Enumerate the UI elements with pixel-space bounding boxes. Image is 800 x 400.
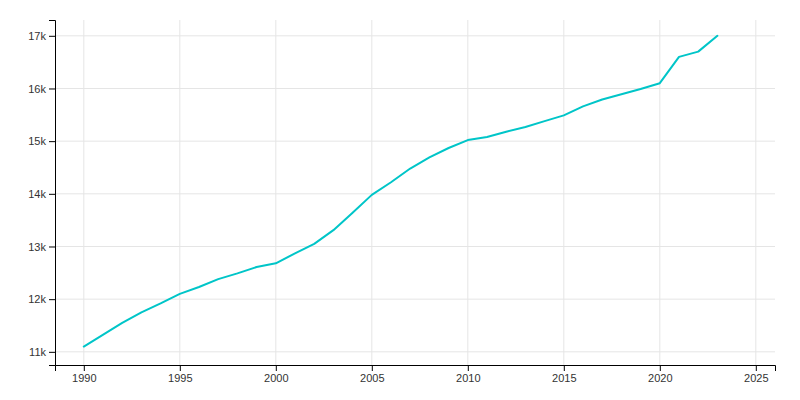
tick-label: 15k — [28, 135, 46, 147]
grid-line — [755, 20, 756, 365]
tick-label: 17k — [28, 30, 46, 42]
tick-mark — [49, 194, 55, 195]
grid-line — [659, 20, 660, 365]
tick-label: 12k — [28, 293, 46, 305]
grid-line — [55, 299, 775, 300]
tick-label: 2000 — [264, 372, 288, 384]
tick-label: 2025 — [744, 372, 768, 384]
grid-line — [55, 351, 775, 352]
axis-line — [56, 366, 776, 372]
tick: 15k — [28, 135, 55, 147]
tick-mark — [49, 36, 55, 37]
tick: 2000 — [264, 365, 288, 384]
x-axis: 1990 1995 2000 2005 2010 2015 2020 2025 — [56, 365, 776, 384]
plot: 1990 1995 2000 2005 2010 2015 2020 2025 11k 12k 13… — [28, 20, 775, 384]
tick: 2005 — [360, 365, 384, 384]
tick-mark — [49, 246, 55, 247]
tick-mark — [660, 365, 661, 371]
tick: 17k — [28, 30, 55, 42]
tick: 2020 — [648, 365, 672, 384]
grid-line — [275, 20, 276, 365]
tick-mark — [468, 365, 469, 371]
tick: 11k — [29, 346, 55, 358]
grid — [55, 20, 775, 365]
tick-label: 13k — [28, 241, 46, 253]
tick-mark — [276, 365, 277, 371]
grid-line — [83, 20, 84, 365]
tick-label: 11k — [29, 346, 46, 358]
tick-label: 2015 — [552, 372, 576, 384]
grid-line — [55, 35, 775, 36]
tick-label: 1990 — [72, 372, 96, 384]
tick: 13k — [28, 241, 55, 253]
chart: 1990 1995 2000 2005 2010 2015 2020 2025 11k 12k 13… — [0, 0, 800, 400]
tick-label: 2005 — [360, 372, 384, 384]
grid-line — [55, 193, 775, 194]
tick-mark — [49, 141, 55, 142]
tick-mark — [84, 365, 85, 371]
grid-line — [55, 246, 775, 247]
tick-mark — [180, 365, 181, 371]
tick-mark — [49, 88, 55, 89]
tick: 2010 — [456, 365, 480, 384]
tick-label: 2020 — [648, 372, 672, 384]
tick-label: 1995 — [168, 372, 192, 384]
tick: 14k — [28, 188, 55, 200]
tick: 1990 — [72, 365, 96, 384]
grid-line — [55, 88, 775, 89]
tick-mark — [49, 299, 55, 300]
tick-mark — [49, 352, 55, 353]
marks — [84, 36, 718, 347]
tick: 12k — [28, 293, 55, 305]
grid-line — [467, 20, 468, 365]
tick: 2025 — [744, 365, 768, 384]
line — [84, 36, 718, 347]
grid-line — [55, 141, 775, 142]
grid-line — [371, 20, 372, 365]
tick-mark — [564, 365, 565, 371]
tick: 16k — [28, 82, 55, 94]
y-axis: 11k 12k 13k 14k 15k 16k 17k — [28, 21, 55, 366]
axis-line — [49, 21, 56, 366]
tick-label: 14k — [28, 188, 46, 200]
tick: 1995 — [168, 365, 192, 384]
tick-mark — [756, 365, 757, 371]
grid-line — [563, 20, 564, 365]
tick-label: 2010 — [456, 372, 480, 384]
tick-mark — [372, 365, 373, 371]
grid-line — [179, 20, 180, 365]
tick-label: 16k — [28, 82, 46, 94]
tick: 2015 — [552, 365, 576, 384]
